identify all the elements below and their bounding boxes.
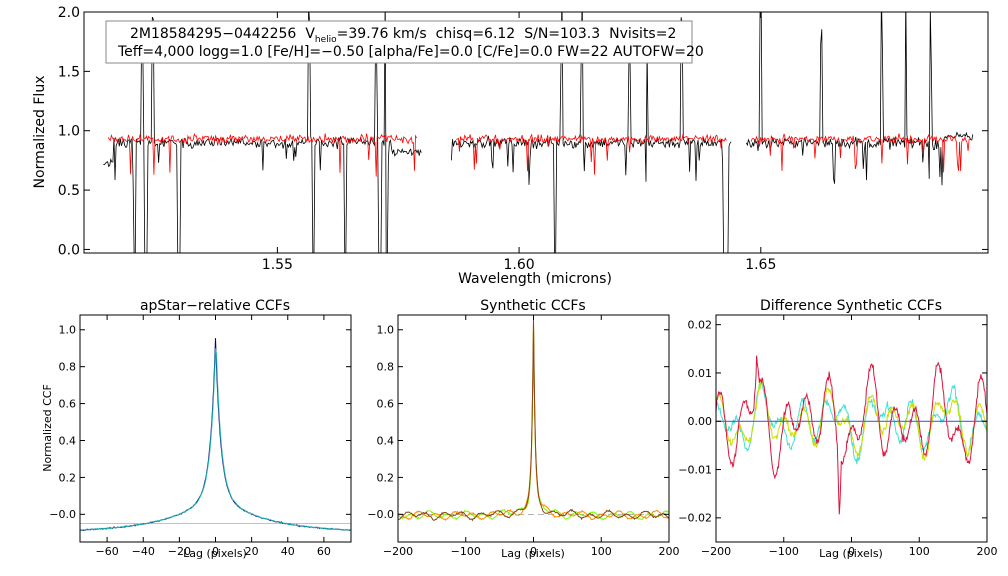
apstar-ccf-ytick-label: 0.8 (59, 361, 77, 374)
spectrum-xtick-label: 1.60 (503, 257, 534, 273)
spectrum-ytick-label: 0.0 (58, 242, 80, 258)
difference-ccf-xlabel: Lag (pixels) (819, 547, 883, 560)
difference-ccf-xtick-label: −100 (769, 545, 799, 558)
apstar-ccf-visit-2-trace (80, 348, 351, 532)
synthetic-ccf-ytick-label: 0.6 (377, 397, 395, 410)
apstar-ccf-xtick-label: 0 (212, 545, 219, 558)
apstar-ccf-axes: −60 −40 −20 0 20 40 60 −0.0 0.2 0.4 0.6 0.8 1.0 (49, 315, 351, 558)
spectrum-model-trace (750, 133, 971, 173)
synthetic-ccf-axes: −200 −100 0 100 200 −0.0 0.2 0.4 0.6 0.8 1.0 (367, 315, 680, 558)
difference-ccf-xtick-label: 0 (848, 545, 855, 558)
spectrum-ylabel: Normalized Flux (32, 76, 48, 189)
annotation-snr: S/N=103.3 (524, 26, 600, 42)
annotation-chisq: chisq=6.12 (436, 26, 516, 42)
apstar-ccf-xtick-label: 40 (281, 545, 295, 558)
difference-ccf-ytick-label: −0.01 (678, 463, 712, 476)
spectrum-model-trace (107, 132, 417, 177)
spectrum-observed-trace (451, 12, 732, 253)
synthetic-ccf-xtick-label: 100 (591, 545, 612, 558)
spectrum-model-trace (456, 133, 727, 175)
difference-ccf-title: Difference Synthetic CCFs (760, 298, 942, 314)
apstar-ccf-ytick-label: 1.0 (59, 324, 77, 337)
synthetic-ccf-xtick-label: 0 (530, 545, 537, 558)
annotation-v-value: =39.76 km/s (337, 26, 427, 42)
apstar-ccf-ytick-label: 0.2 (59, 471, 77, 484)
annotation-line-2: Teff=4,000 logg=1.0 [Fe/H]=−0.50 [alpha/… (117, 44, 704, 60)
synthetic-ccf-ytick-label: 0.4 (377, 434, 395, 447)
spectrum-ytick-label: 0.5 (58, 183, 80, 199)
synthetic-ccf-panel: −200 −100 0 100 200 −0.0 0.2 0.4 0.6 0.8 1.0 Synth… (367, 298, 679, 560)
difference-ccf-ytick-label: 0.02 (688, 319, 713, 332)
annotation-frame (105, 20, 693, 64)
spectrum-xtick-label: 1.55 (262, 257, 293, 273)
apstar-ccf-ylabel: Normalized CCF (41, 384, 54, 472)
annotation-nvisits: Nvisits=2 (609, 26, 676, 42)
spectrum-xtick-label: 1.65 (745, 257, 776, 273)
synthetic-ccf-xtick-label: −100 (451, 545, 481, 558)
apstar-ccf-xlabel: Lag (pixels) (183, 547, 247, 560)
difference-ccf-ytick-label: 0.01 (688, 367, 713, 380)
apstar-ccf-title: apStar−relative CCFs (140, 298, 290, 314)
spectrum-panel: 1.55 1.60 1.65 0.0 0.5 1.0 1.5 2.0 Wavelength (… (32, 5, 989, 287)
spectrum-ytick-label: 2.0 (58, 5, 80, 21)
spectrum-observed-trace (745, 12, 974, 186)
spectrum-xlabel: Wavelength (microns) (458, 271, 612, 287)
synthetic-ccf-xtick-label: −200 (383, 545, 413, 558)
apstar-ccf-xtick-label: −20 (168, 545, 191, 558)
difference-ccf-panel: −200 −100 0 100 200 −0.02 −0.01 0.00 0.01 0.02 Di… (678, 298, 997, 560)
apstar-ccf-xtick-label: −40 (132, 545, 155, 558)
spectrum-observed-trace (103, 12, 422, 253)
difference-ccf-ytick-label: −0.02 (678, 512, 712, 525)
annotation-v-label: V (305, 26, 315, 42)
spectrum-ytick-label: 1.5 (58, 64, 80, 80)
apstar-ccf-xtick-label: 20 (245, 545, 259, 558)
spectrum-ytick-label: 1.0 (58, 124, 80, 140)
apstar-ccf-ytick-label: −0.0 (49, 508, 76, 521)
synthetic-ccf-xlabel: Lag (pixels) (501, 547, 565, 560)
spectrum-frame (83, 11, 989, 254)
apstar-ccf-xtick-label: −60 (95, 545, 118, 558)
annotation-star-id: 2M18584295−0442256 (130, 26, 296, 42)
difference-ccf-xtick-label: 200 (977, 545, 998, 558)
synthetic-ccf-xtick-label: 200 (659, 545, 680, 558)
difference-ccf-diff-red-trace (716, 355, 987, 515)
annotation-v-subscript: helio (315, 35, 337, 45)
apstar-ccf-ytick-label: 0.6 (59, 397, 77, 410)
annotation-line-1: 2M18584295−0442256 Vhelio=39.76 km/s chisq… (130, 26, 676, 45)
synthetic-ccf-ytick-label: 0.2 (377, 471, 395, 484)
difference-ccf-ytick-label: 0.00 (688, 415, 713, 428)
apstar-ccf-traces (80, 338, 351, 532)
synthetic-ccf-ytick-label: −0.0 (367, 508, 394, 521)
spectrum-axes: 1.55 1.60 1.65 0.0 0.5 1.0 1.5 2.0 (58, 5, 988, 273)
synthetic-ccf-ytick-label: 1.0 (377, 324, 395, 337)
apstar-ccf-xtick-label: 60 (317, 545, 331, 558)
synthetic-ccf-ytick-label: 0.8 (377, 361, 395, 374)
apstar-ccf-ytick-label: 0.4 (59, 434, 77, 447)
synthetic-ccf-title: Synthetic CCFs (480, 298, 585, 314)
synthetic-ccf-traces (398, 318, 669, 522)
difference-ccf-xtick-label: 100 (909, 545, 930, 558)
spectrum-annotation-box: 2M18584295−0442256 Vhelio=39.76 km/s chisq… (105, 20, 704, 64)
difference-ccf-axes: −200 −100 0 100 200 −0.02 −0.01 0.00 0.01 0.02 (678, 315, 998, 558)
spectrum-traces (103, 12, 974, 253)
apstar-ccf-panel: −60 −40 −20 0 20 40 60 −0.0 0.2 0.4 0.6 0.8 1.0 apSt… (41, 298, 352, 560)
difference-ccf-traces (716, 355, 987, 515)
difference-ccf-xtick-label: −200 (701, 545, 731, 558)
